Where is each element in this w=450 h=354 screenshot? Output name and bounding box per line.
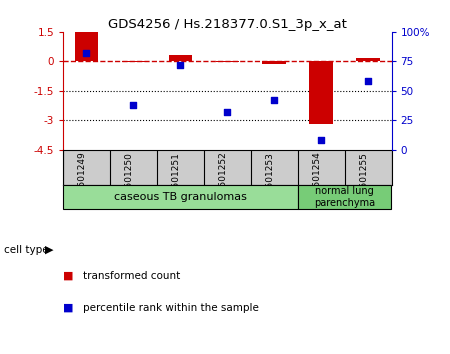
Text: cell type: cell type: [4, 245, 49, 255]
Bar: [63, 185, 297, 209]
Text: ■: ■: [63, 303, 73, 313]
Bar: [297, 185, 392, 209]
Bar: [216, 61, 239, 62]
Text: GSM501253: GSM501253: [265, 152, 274, 206]
Point: [224, 109, 231, 115]
Point: [270, 97, 278, 103]
Text: caseous TB granulomas: caseous TB granulomas: [114, 192, 247, 202]
Text: GSM501250: GSM501250: [124, 152, 133, 206]
Bar: [75, 32, 98, 61]
Text: ■: ■: [63, 271, 73, 281]
Text: normal lung
parenchyma: normal lung parenchyma: [314, 186, 375, 208]
Bar: [356, 58, 380, 61]
Text: GSM501251: GSM501251: [171, 152, 180, 206]
Text: ▶: ▶: [45, 245, 54, 255]
Text: GSM501255: GSM501255: [359, 152, 368, 206]
Point: [364, 79, 372, 84]
Text: percentile rank within the sample: percentile rank within the sample: [83, 303, 259, 313]
Point: [83, 50, 90, 56]
Point: [177, 62, 184, 68]
Text: transformed count: transformed count: [83, 271, 180, 281]
Bar: [262, 61, 286, 64]
Text: GSM501252: GSM501252: [218, 152, 227, 206]
Bar: [122, 61, 145, 62]
Text: GSM501254: GSM501254: [312, 152, 321, 206]
Point: [130, 102, 137, 108]
Bar: [310, 61, 333, 124]
Point: [318, 138, 325, 143]
Text: GSM501249: GSM501249: [77, 152, 86, 206]
Title: GDS4256 / Hs.218377.0.S1_3p_x_at: GDS4256 / Hs.218377.0.S1_3p_x_at: [108, 18, 346, 31]
Bar: [169, 56, 192, 61]
